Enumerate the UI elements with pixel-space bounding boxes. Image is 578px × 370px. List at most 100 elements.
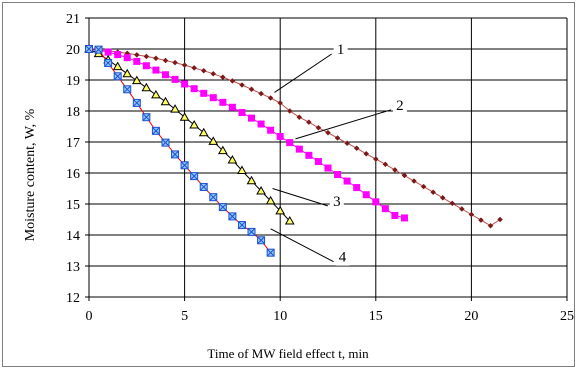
data-point <box>382 161 389 168</box>
y-tick-label: 20 <box>66 43 80 58</box>
y-tick-label: 16 <box>66 167 80 182</box>
callout-2: 2 <box>295 95 407 140</box>
data-point <box>411 178 417 184</box>
data-point <box>362 191 370 199</box>
data-point <box>267 126 275 134</box>
data-point <box>113 72 122 81</box>
data-point <box>439 194 446 201</box>
data-point <box>275 205 286 215</box>
data-point <box>200 67 207 74</box>
data-point <box>468 211 475 218</box>
data-point <box>284 216 295 225</box>
data-point <box>286 108 293 114</box>
data-point <box>190 85 198 93</box>
y-tick-label: 15 <box>66 198 80 213</box>
data-point-cross <box>229 213 236 220</box>
data-point-cross <box>267 249 274 257</box>
data-point-cross <box>219 203 227 211</box>
callout-3: 3 <box>272 188 344 210</box>
data-point <box>343 177 351 185</box>
data-point <box>162 57 169 64</box>
data-point <box>430 189 437 196</box>
data-point <box>372 156 379 162</box>
data-point <box>191 65 198 71</box>
data-point-cross <box>171 151 179 158</box>
data-point-cross <box>181 161 188 169</box>
data-point <box>277 100 284 106</box>
data-point <box>179 112 190 121</box>
callout-label: 2 <box>396 98 404 114</box>
data-point-cross <box>152 127 160 135</box>
x-tick-label: 15 <box>369 309 383 324</box>
data-point <box>181 62 188 68</box>
data-point <box>122 68 133 78</box>
data-point <box>324 164 332 172</box>
y-tick-label: 13 <box>66 260 80 275</box>
data-point <box>391 211 399 219</box>
data-point <box>314 158 322 166</box>
y-tick-label: 21 <box>66 12 80 27</box>
data-point-cross <box>95 46 102 53</box>
data-point-cross <box>162 139 169 146</box>
callout-leader <box>272 188 328 207</box>
data-point <box>190 172 199 181</box>
data-point-cross <box>123 85 131 93</box>
data-point <box>219 98 227 106</box>
data-point <box>248 86 255 93</box>
data-point <box>381 205 389 213</box>
data-point <box>401 172 408 179</box>
data-point <box>151 89 161 99</box>
data-point <box>334 171 342 179</box>
data-point <box>239 82 245 88</box>
y-tick-label: 18 <box>66 105 80 120</box>
data-point <box>449 200 456 207</box>
data-point <box>171 75 179 83</box>
data-point <box>267 95 274 101</box>
plot-area <box>89 18 567 297</box>
plot-background <box>89 18 567 297</box>
data-point <box>487 222 494 229</box>
data-point <box>141 82 152 92</box>
callout-label-bg <box>392 95 407 114</box>
series-4 <box>85 45 275 257</box>
data-point <box>161 71 169 79</box>
data-point <box>209 94 217 102</box>
series-layer <box>84 43 503 257</box>
x-tick-label: 10 <box>273 309 287 324</box>
data-point <box>198 127 209 137</box>
data-point <box>217 145 228 155</box>
data-point <box>85 45 93 53</box>
data-point <box>180 161 189 170</box>
data-point <box>161 138 170 147</box>
data-point <box>132 98 141 107</box>
data-point <box>248 114 256 122</box>
data-point <box>353 184 361 192</box>
series-line <box>88 48 291 222</box>
data-point <box>189 119 200 129</box>
data-point <box>133 52 140 58</box>
series-2 <box>85 45 408 222</box>
callout-label-bg <box>329 191 344 210</box>
data-point <box>123 54 131 62</box>
callout-label: 4 <box>339 250 347 266</box>
data-point <box>160 96 171 106</box>
data-point <box>306 119 312 126</box>
callout-leader <box>295 109 392 140</box>
data-point <box>123 85 132 94</box>
y-axis-label: Moisture content, W, % <box>23 108 38 241</box>
data-point <box>497 216 503 223</box>
data-point <box>171 150 180 159</box>
chart-frame <box>2 2 575 367</box>
x-tick-label: 0 <box>86 309 93 324</box>
data-point <box>219 74 226 81</box>
data-point-cross <box>114 72 122 80</box>
data-point <box>296 114 303 121</box>
data-point <box>237 165 247 175</box>
data-point-cross <box>248 228 255 236</box>
data-point <box>353 145 360 152</box>
callout-label-bg <box>333 40 348 58</box>
x-tick-label: 25 <box>560 309 574 324</box>
data-point <box>181 80 189 88</box>
data-point-cross <box>200 183 208 191</box>
